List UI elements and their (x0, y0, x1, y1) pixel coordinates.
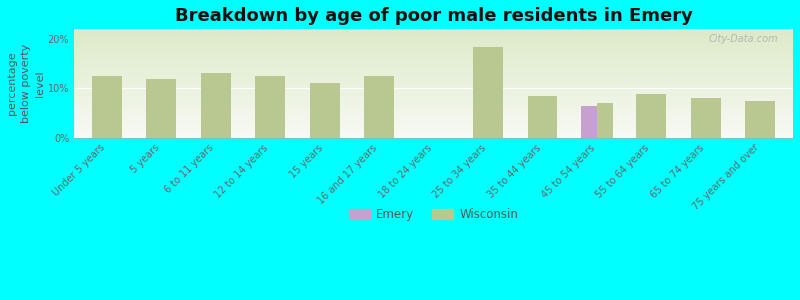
Legend: Emery, Wisconsin: Emery, Wisconsin (344, 203, 522, 226)
Bar (637, 94, 666, 138)
Bar (364, 76, 394, 138)
Bar (597, 103, 614, 138)
Bar (691, 98, 721, 138)
Bar (637, 94, 666, 138)
Bar (310, 83, 340, 138)
Bar (255, 76, 285, 138)
Bar (146, 79, 176, 138)
Bar (746, 101, 775, 138)
Title: Breakdown by age of poor male residents in Emery: Breakdown by age of poor male residents … (174, 7, 693, 25)
Bar (92, 76, 122, 138)
Bar (527, 96, 558, 138)
Text: City-Data.com: City-Data.com (709, 34, 778, 44)
Bar (310, 83, 340, 138)
Bar (581, 106, 597, 138)
Bar (201, 73, 230, 138)
Bar (597, 103, 614, 138)
Bar (146, 79, 176, 138)
Bar (255, 76, 285, 138)
Bar (691, 98, 721, 138)
Y-axis label: percentage
below poverty
level: percentage below poverty level (7, 44, 45, 123)
Bar (527, 96, 558, 138)
Bar (201, 73, 230, 138)
Bar (473, 46, 503, 138)
Bar (92, 76, 122, 138)
Bar (364, 76, 394, 138)
Bar (581, 106, 597, 138)
Bar (473, 46, 503, 138)
Bar (746, 101, 775, 138)
